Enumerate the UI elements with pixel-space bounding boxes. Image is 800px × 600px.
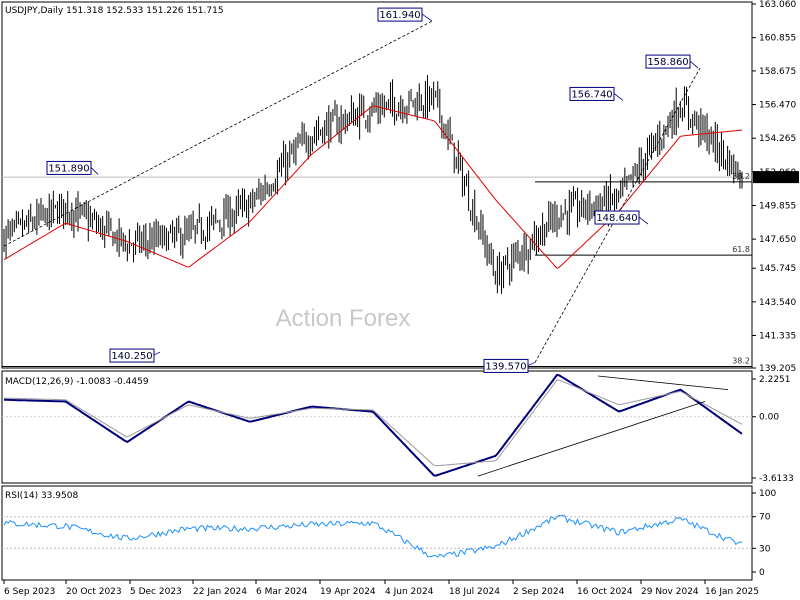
trend-line-dashed bbox=[3, 20, 433, 247]
x-tick-label: 19 Apr 2024 bbox=[320, 587, 376, 597]
rsi-y-tick-label: 30 bbox=[759, 544, 771, 554]
macd-trend-line bbox=[597, 375, 729, 390]
annotation-leader bbox=[153, 351, 161, 356]
current-price-tag bbox=[753, 171, 799, 184]
annotation-box bbox=[377, 7, 423, 22]
macd-header: MACD(12,26,9) -1.0083 -0.4459 bbox=[5, 377, 149, 387]
macd-y-tick-label: 0.00 bbox=[759, 413, 779, 423]
y-tick-label: 143.540 bbox=[759, 298, 796, 308]
annotation-label: 158.860 bbox=[647, 57, 688, 68]
annotation-leader bbox=[421, 13, 433, 22]
macd-y-tick-label: 2.2251 bbox=[759, 375, 791, 385]
x-tick-label: 22 Jan 2024 bbox=[193, 587, 247, 597]
y-tick-label: 158.675 bbox=[759, 67, 796, 77]
fib-label: 38.2 bbox=[732, 172, 750, 181]
rsi-y-tick-label: 0 bbox=[759, 568, 765, 578]
annotation-leader bbox=[638, 216, 649, 225]
annotation-box bbox=[46, 160, 92, 175]
annotation-box bbox=[109, 348, 155, 363]
macd-plot bbox=[2, 373, 752, 477]
x-tick-label: 18 Jul 2024 bbox=[449, 587, 500, 597]
macd-y-tick-label: -3.6133 bbox=[759, 474, 794, 484]
macd-signal-line bbox=[4, 379, 743, 467]
rsi-plot bbox=[2, 514, 752, 558]
rsi-panel bbox=[1, 485, 753, 581]
y-tick-label: 145.745 bbox=[759, 264, 796, 274]
annotation-box bbox=[594, 210, 640, 225]
trend-line-dashed bbox=[534, 67, 701, 363]
annotation-leader bbox=[90, 167, 99, 175]
annotation-leader bbox=[527, 362, 536, 366]
y-tick-label: 156.470 bbox=[759, 101, 796, 111]
watermark: Action Forex bbox=[276, 305, 411, 332]
rsi-header: RSI(14) 33.9508 bbox=[5, 491, 78, 501]
rsi-y-tick-label: 100 bbox=[759, 489, 776, 499]
y-tick-label: 139.205 bbox=[759, 364, 796, 374]
x-tick-label: 6 Sep 2023 bbox=[4, 587, 55, 597]
x-tick-label: 5 Dec 2023 bbox=[130, 587, 182, 597]
annotation-box bbox=[569, 86, 615, 101]
annotation-label: 148.640 bbox=[596, 213, 637, 224]
annotation-label: 161.940 bbox=[379, 10, 420, 21]
annotation-leader bbox=[613, 93, 624, 101]
x-tick-label: 20 Oct 2023 bbox=[66, 587, 122, 597]
x-tick-label: 6 Mar 2024 bbox=[256, 587, 308, 597]
x-tick-label: 16 Jan 2025 bbox=[705, 587, 759, 597]
macd-trend-line bbox=[477, 401, 706, 477]
price-plot: 38.2 61.8 38.2 161.940 151.890 140.250 139.570… bbox=[2, 7, 752, 373]
x-tick-label: 2 Sep 2024 bbox=[513, 587, 565, 597]
y-tick-label: 160.855 bbox=[759, 34, 796, 44]
current-price-label: 151.715 bbox=[760, 173, 797, 183]
annotation-label: 140.250 bbox=[111, 351, 152, 362]
macd-panel bbox=[1, 370, 753, 484]
fib-label: 38.2 bbox=[732, 357, 750, 366]
annotation-label: 139.570 bbox=[485, 361, 526, 372]
y-tick-label: 147.650 bbox=[759, 235, 796, 245]
fib-label: 61.8 bbox=[732, 245, 750, 254]
rsi-y-tick-label: 70 bbox=[759, 513, 771, 523]
x-tick-label: 16 Oct 2024 bbox=[577, 587, 633, 597]
axes: 163.060160.855158.675156.470154.265152.0… bbox=[3, 0, 799, 597]
annotation-box bbox=[483, 358, 529, 373]
y-tick-label: 141.335 bbox=[759, 331, 796, 341]
annotation-leader bbox=[689, 60, 699, 69]
annotation-label: 151.890 bbox=[48, 163, 89, 174]
macd-line bbox=[4, 373, 743, 477]
y-tick-label: 154.265 bbox=[759, 134, 796, 144]
rsi-line bbox=[3, 514, 743, 558]
y-tick-label: 163.060 bbox=[759, 0, 796, 10]
x-tick-label: 29 Nov 2024 bbox=[641, 587, 699, 597]
main-header: USDJPY,Daily 151.318 152.533 151.226 151… bbox=[5, 6, 224, 16]
x-tick-label: 4 Jun 2024 bbox=[385, 587, 434, 597]
y-tick-label: 149.855 bbox=[759, 201, 796, 211]
annotation-label: 156.740 bbox=[571, 89, 612, 100]
annotation-box bbox=[645, 54, 691, 69]
